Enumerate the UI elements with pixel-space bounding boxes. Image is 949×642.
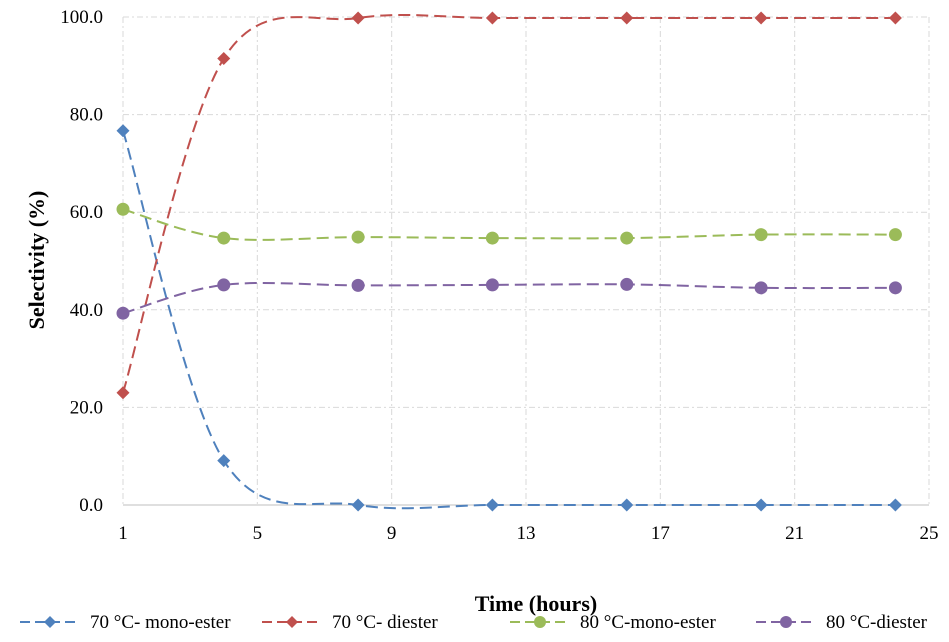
series-line <box>122 13 896 394</box>
data-point <box>351 498 365 512</box>
legend-marker <box>534 616 546 628</box>
legend-marker <box>286 616 298 628</box>
legend-item: 80 °C-diester <box>756 612 928 633</box>
y-tick-label: 40.0 <box>70 300 103 321</box>
legend-item: 80 °C-mono-ester <box>510 612 716 633</box>
series-3 <box>116 202 902 245</box>
x-tick-label: 13 <box>517 523 536 544</box>
legend-label: 80 °C-diester <box>826 612 928 633</box>
legend-marker <box>44 616 56 628</box>
legend: 70 °C- mono-ester 70 °C- diester 80 °C-mon… <box>20 612 928 633</box>
series-1 <box>116 124 902 512</box>
y-tick-label: 0.0 <box>79 495 103 516</box>
y-tick-label: 80.0 <box>70 105 103 126</box>
data-point <box>351 278 365 292</box>
x-tick-label: 17 <box>651 523 670 544</box>
legend-item: 70 °C- mono-ester <box>20 612 231 633</box>
series-4 <box>116 277 902 320</box>
data-point <box>620 498 634 512</box>
data-point <box>116 124 130 138</box>
data-point <box>116 386 130 400</box>
x-tick-label: 5 <box>253 523 263 544</box>
data-point <box>620 277 634 291</box>
data-point <box>217 231 231 245</box>
legend-label: 80 °C-mono-ester <box>580 612 716 633</box>
data-point <box>888 498 902 512</box>
data-point <box>888 228 902 242</box>
x-tick-label: 21 <box>785 523 804 544</box>
grid <box>122 16 930 505</box>
axes: 0.0 20.0 40.0 60.0 80.0 100.0 1 5 9 13 17 21 25 <box>60 7 938 544</box>
data-point <box>217 454 231 468</box>
data-point <box>754 11 768 25</box>
axis-labels: Selectivity (%) Time (hours) <box>24 191 597 616</box>
data-point <box>116 202 130 216</box>
series-line <box>122 281 896 315</box>
series-2 <box>116 11 902 400</box>
x-axis-title: Time (hours) <box>475 591 597 616</box>
data-point <box>217 278 231 292</box>
data-point <box>485 498 499 512</box>
legend-item: 70 °C- diester <box>262 612 438 633</box>
data-point <box>351 230 365 244</box>
data-point <box>116 306 130 320</box>
series-line <box>122 208 896 241</box>
x-tick-label: 1 <box>118 523 128 544</box>
data-point <box>754 228 768 242</box>
data-point <box>754 498 768 512</box>
x-tick-label: 9 <box>387 523 397 544</box>
data-point <box>485 11 499 25</box>
series-group <box>116 11 902 512</box>
data-point <box>888 11 902 25</box>
y-axis-title: Selectivity (%) <box>24 191 49 330</box>
y-tick-label: 100.0 <box>60 7 103 28</box>
legend-marker <box>780 616 792 628</box>
x-tick-label: 25 <box>920 523 939 544</box>
data-point <box>485 231 499 245</box>
data-point <box>485 278 499 292</box>
y-tick-label: 60.0 <box>70 202 103 223</box>
legend-label: 70 °C- diester <box>332 612 438 633</box>
data-point <box>754 281 768 295</box>
series-line <box>122 130 896 510</box>
data-point <box>888 281 902 295</box>
data-point <box>620 11 634 25</box>
data-point <box>620 231 634 245</box>
y-tick-label: 20.0 <box>70 397 103 418</box>
data-point <box>217 51 231 65</box>
legend-label: 70 °C- mono-ester <box>90 612 231 633</box>
data-point <box>351 11 365 25</box>
